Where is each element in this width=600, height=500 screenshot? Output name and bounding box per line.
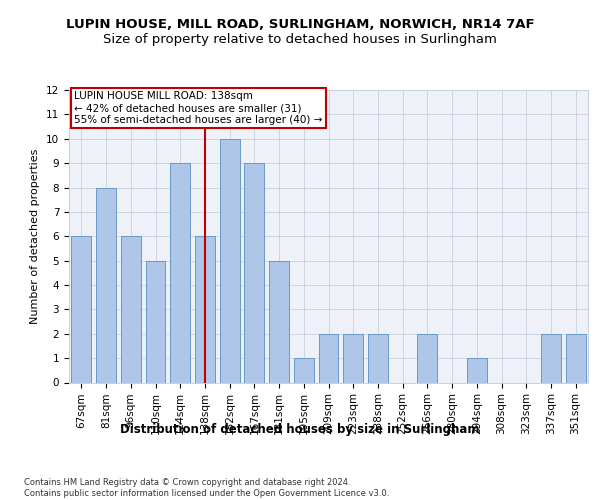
Bar bbox=[269, 260, 289, 382]
Bar bbox=[170, 163, 190, 382]
Bar bbox=[71, 236, 91, 382]
Bar bbox=[566, 334, 586, 382]
Text: Contains HM Land Registry data © Crown copyright and database right 2024.
Contai: Contains HM Land Registry data © Crown c… bbox=[24, 478, 389, 498]
Text: Distribution of detached houses by size in Surlingham: Distribution of detached houses by size … bbox=[120, 422, 480, 436]
Bar bbox=[121, 236, 140, 382]
Y-axis label: Number of detached properties: Number of detached properties bbox=[31, 148, 40, 324]
Bar bbox=[541, 334, 561, 382]
Bar bbox=[195, 236, 215, 382]
Bar bbox=[319, 334, 338, 382]
Bar bbox=[146, 260, 166, 382]
Bar bbox=[343, 334, 363, 382]
Bar bbox=[244, 163, 264, 382]
Bar bbox=[418, 334, 437, 382]
Bar bbox=[368, 334, 388, 382]
Text: LUPIN HOUSE MILL ROAD: 138sqm
← 42% of detached houses are smaller (31)
55% of s: LUPIN HOUSE MILL ROAD: 138sqm ← 42% of d… bbox=[74, 92, 323, 124]
Bar bbox=[294, 358, 314, 382]
Bar bbox=[467, 358, 487, 382]
Text: LUPIN HOUSE, MILL ROAD, SURLINGHAM, NORWICH, NR14 7AF: LUPIN HOUSE, MILL ROAD, SURLINGHAM, NORW… bbox=[65, 18, 535, 30]
Bar bbox=[96, 188, 116, 382]
Bar bbox=[220, 138, 239, 382]
Text: Size of property relative to detached houses in Surlingham: Size of property relative to detached ho… bbox=[103, 32, 497, 46]
